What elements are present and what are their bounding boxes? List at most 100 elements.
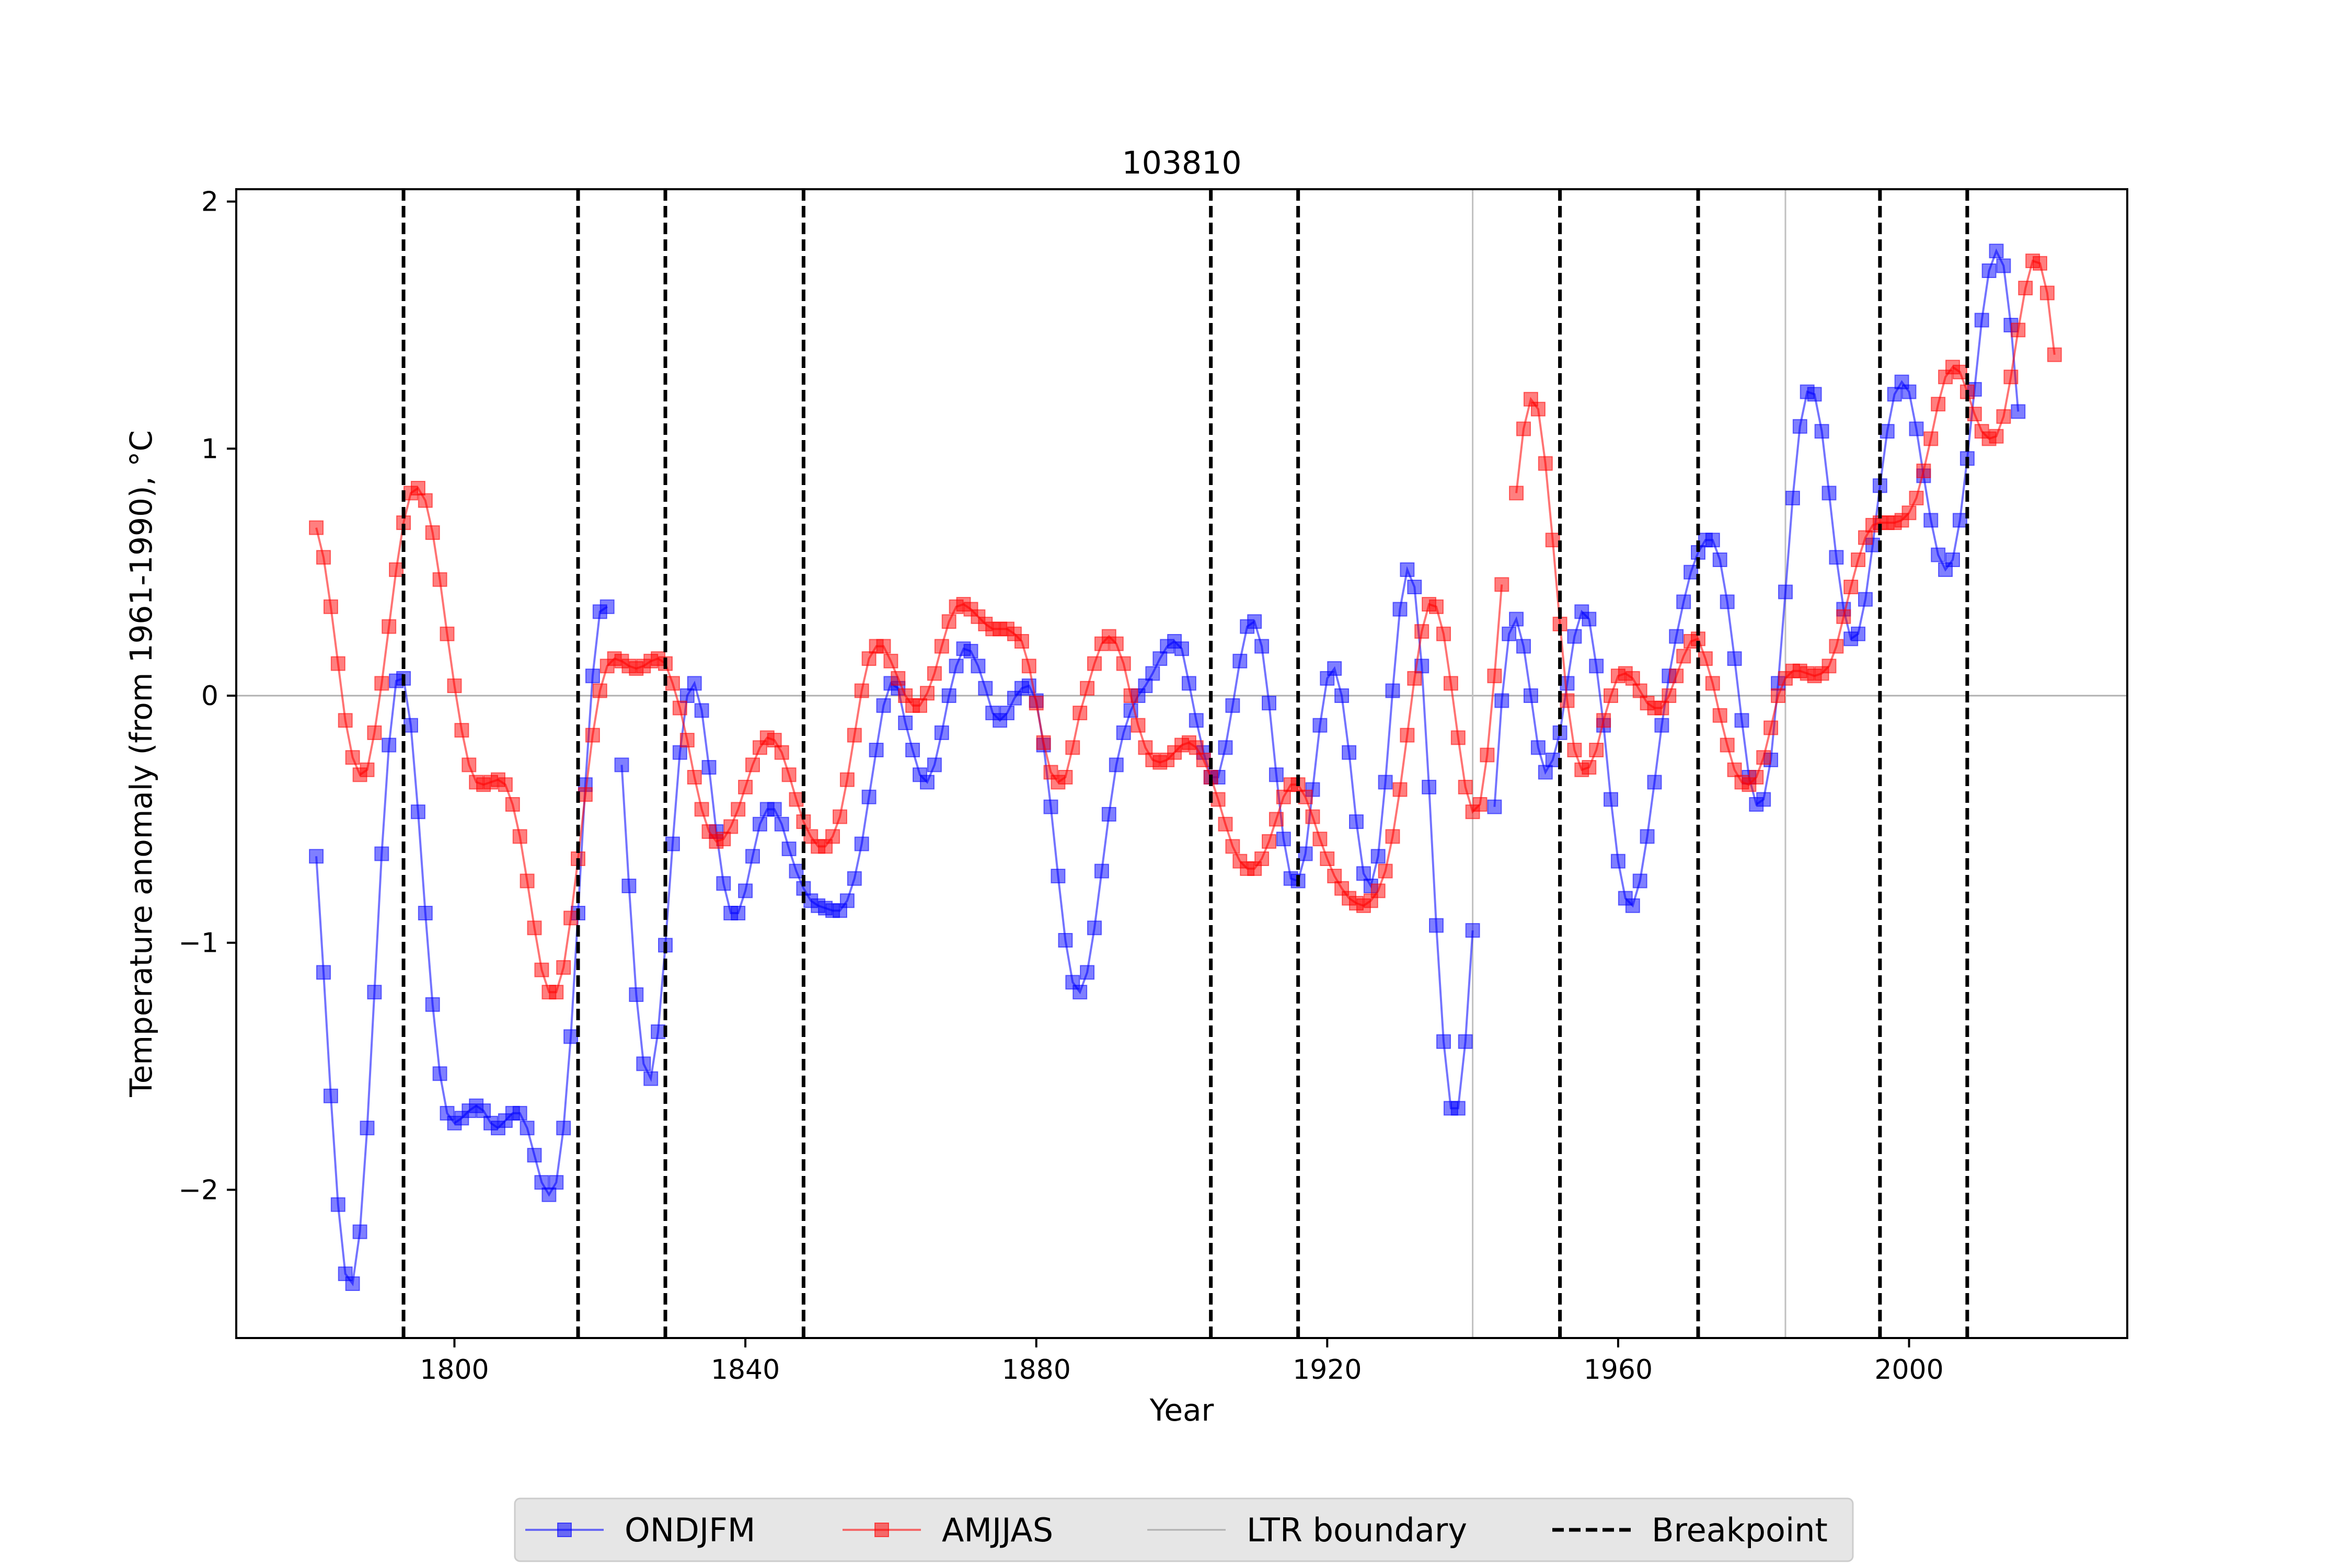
data-point-amjjas [1996,409,2011,424]
data-point-ondjfm [1654,718,1669,733]
data-point-amjjas [738,779,753,794]
data-point-amjjas [1662,688,1677,703]
series-ondjfm [309,244,2026,1291]
data-point-ondjfm [1734,713,1749,728]
data-point-ondjfm [1821,486,1837,501]
data-point-ondjfm [1247,614,1262,629]
data-point-amjjas [1073,706,1088,721]
data-point-ondjfm [963,643,978,659]
data-point-ondjfm [920,775,935,790]
data-point-amjjas [731,802,746,817]
data-point-ondjfm [1262,696,1276,711]
data-point-ondjfm [1545,752,1560,767]
data-point-amjjas [360,762,375,777]
data-point-ondjfm [1996,258,2011,273]
data-point-ondjfm [1109,757,1124,773]
data-point-amjjas [2039,285,2055,301]
data-point-ondjfm [1334,688,1350,703]
data-point-ondjfm [330,1197,345,1212]
data-point-amjjas [876,639,891,654]
data-point-ondjfm [541,1187,557,1202]
data-point-amjjas [1305,809,1320,824]
data-point-ondjfm [1712,552,1727,567]
data-point-ondjfm [563,1029,579,1044]
data-point-ondjfm [1931,547,1946,562]
data-point-ondjfm [949,659,964,674]
data-point-amjjas [1538,456,1553,471]
data-point-amjjas [861,651,877,666]
data-point-ondjfm [774,816,789,832]
data-point-amjjas [382,619,397,634]
data-point-ondjfm [1676,594,1691,609]
data-point-ondjfm [847,871,862,886]
data-point-ondjfm [1669,629,1684,644]
data-point-ondjfm [1152,651,1168,666]
data-point-ondjfm [512,1105,527,1121]
x-tick-label: 1880 [1002,1354,1071,1386]
data-point-amjjas [1414,624,1429,639]
data-point-amjjas [694,802,709,817]
data-point-ondjfm [1232,653,1248,668]
legend-marker-amjjas [874,1523,889,1537]
data-point-ondjfm [1400,562,1415,577]
data-point-ondjfm [1640,829,1655,844]
data-point-ondjfm [1756,792,1771,807]
data-point-ondjfm [1647,775,1662,790]
data-point-ondjfm [1981,263,1997,278]
data-point-ondjfm [1923,513,1939,528]
x-tick-label: 1920 [1293,1354,1362,1386]
data-point-amjjas [679,733,695,748]
data-point-amjjas [2033,256,2047,271]
data-point-ondjfm [1189,713,1204,728]
data-point-ondjfm [1312,718,1328,733]
data-point-amjjas [410,481,425,495]
data-point-ondjfm [1516,639,1531,654]
data-point-amjjas [687,770,702,785]
data-point-amjjas [1901,505,1917,521]
data-point-ondjfm [614,757,629,773]
data-point-ondjfm [876,698,891,713]
data-point-ondjfm [1058,933,1073,948]
data-point-amjjas [1858,530,1873,545]
data-point-ondjfm [1509,612,1524,627]
data-point-ondjfm [672,745,687,760]
data-point-amjjas [578,787,593,802]
data-point-amjjas [1436,626,1451,641]
data-point-amjjas [1021,659,1036,674]
data-point-ondjfm [1785,490,1800,505]
data-point-ondjfm [752,816,767,832]
data-point-amjjas [1851,552,1866,567]
data-point-ondjfm [1727,651,1742,666]
data-point-ondjfm [382,737,397,753]
data-point-amjjas [1749,770,1764,785]
data-point-amjjas [1450,730,1466,745]
data-point-amjjas [883,653,898,668]
data-point-amjjas [825,829,840,844]
data-point-ondjfm [1342,745,1357,760]
data-point-ondjfm [839,893,855,908]
data-point-amjjas [1429,599,1444,614]
data-point-amjjas [1189,740,1204,755]
data-point-ondjfm [636,1056,651,1071]
data-point-ondjfm [789,863,804,879]
data-point-ondjfm [941,688,956,703]
data-point-ondjfm [905,743,920,757]
data-point-ondjfm [1436,1034,1451,1049]
data-point-ondjfm [1073,985,1088,1000]
data-point-ondjfm [410,804,425,820]
x-tick-label: 1800 [420,1354,489,1386]
data-point-amjjas [1196,752,1211,767]
data-point-ondjfm [432,1066,447,1081]
legend-entry-ltr-boundary: LTR boundary [1147,1511,1467,1549]
x-axis-label: Year [1149,1392,1214,1428]
data-point-amjjas [316,550,331,565]
data-point-amjjas [1654,700,1669,716]
data-point-ondjfm [1945,552,1960,567]
data-point-amjjas [1632,683,1647,698]
data-point-ondjfm [323,1088,338,1103]
data-point-amjjas [1058,770,1073,785]
chart-title: 103810 [1122,145,1241,181]
data-point-ondjfm [534,1175,549,1190]
data-point-ondjfm [629,987,644,1002]
data-point-amjjas [839,772,855,787]
